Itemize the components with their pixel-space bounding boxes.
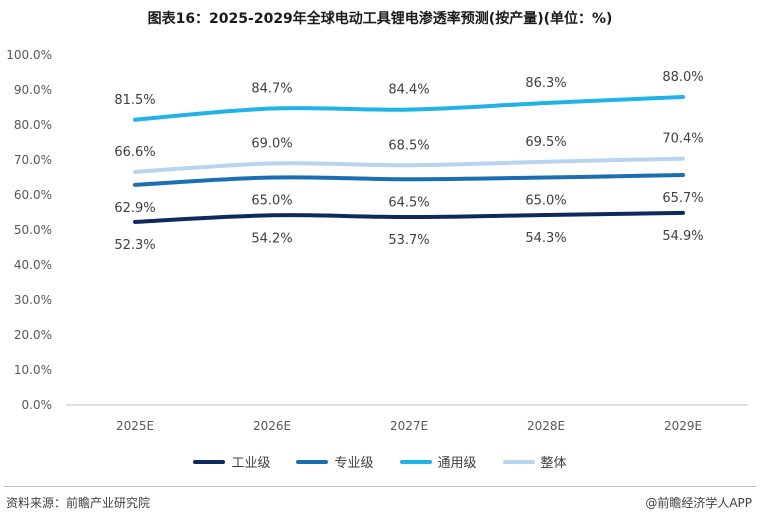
y-tick-label: 20.0% xyxy=(14,328,52,342)
x-tick-label: 2028E xyxy=(527,419,565,433)
legend-item: 工业级 xyxy=(193,452,270,471)
data-label: 65.7% xyxy=(662,191,703,206)
x-tick-label: 2026E xyxy=(253,419,291,433)
series-line-2 xyxy=(133,173,685,187)
legend-swatch xyxy=(399,459,432,464)
data-label: 65.0% xyxy=(251,194,292,209)
legend-swatch xyxy=(502,459,535,464)
legend-item: 整体 xyxy=(502,452,567,471)
data-label: 86.3% xyxy=(525,76,566,91)
legend-label: 专业级 xyxy=(334,456,374,471)
y-tick-label: 60.0% xyxy=(14,188,52,202)
y-tick-label: 90.0% xyxy=(14,83,52,97)
legend-label: 整体 xyxy=(540,456,567,471)
data-label: 53.7% xyxy=(388,233,429,248)
legend-item: 通用级 xyxy=(399,452,477,471)
y-tick-label: 80.0% xyxy=(14,118,52,132)
data-label: 66.6% xyxy=(114,145,155,160)
chart-title: 图表16：2025-2029年全球电动工具锂电渗透率预测(按产量)(单位：%) xyxy=(147,11,613,27)
y-axis: 0.0% 10.0% 20.0% 30.0% 40.0% 50.0% 60.0% 70.0% 8… xyxy=(6,48,52,412)
data-label: 69.0% xyxy=(251,137,292,152)
legend-item: 专业级 xyxy=(296,452,374,471)
y-tick-label: 40.0% xyxy=(14,258,52,272)
series-line-1 xyxy=(133,210,685,224)
y-tick-label: 100.0% xyxy=(6,48,52,62)
data-label: 54.9% xyxy=(662,229,703,244)
brand-note: @前瞻经济学人APP xyxy=(645,496,752,510)
data-label: 62.9% xyxy=(114,201,155,216)
data-label: 81.5% xyxy=(114,93,155,108)
x-tick-label: 2025E xyxy=(116,419,154,433)
legend-swatch xyxy=(296,459,329,464)
y-tick-label: 0.0% xyxy=(22,398,53,412)
data-label: 70.4% xyxy=(662,132,703,147)
legend-label: 工业级 xyxy=(231,456,271,471)
source-note: 资料来源：前瞻产业研究院 xyxy=(6,496,151,510)
y-tick-label: 10.0% xyxy=(14,363,52,377)
x-axis: 2025E 2026E 2027E 2028E 2029E xyxy=(116,419,702,433)
x-tick-label: 2027E xyxy=(390,419,428,433)
legend-label: 通用级 xyxy=(437,456,477,471)
data-labels: 52.3% 54.2% 53.7% 54.3% 54.9% 62.9% 65.0% 64.5%… xyxy=(114,70,703,253)
y-tick-label: 50.0% xyxy=(14,223,52,237)
data-label: 65.0% xyxy=(525,194,566,209)
data-label: 54.2% xyxy=(251,231,292,246)
data-label: 52.3% xyxy=(114,238,155,253)
data-label: 69.5% xyxy=(525,135,566,150)
data-label: 64.5% xyxy=(388,195,429,210)
footer-divider xyxy=(4,486,756,487)
chart-legend: 工业级 专业级 通用级 整体 xyxy=(0,452,760,471)
series-line-4 xyxy=(133,156,685,174)
y-tick-label: 70.0% xyxy=(14,153,52,167)
data-label: 68.5% xyxy=(388,138,429,153)
y-tick-label: 30.0% xyxy=(14,293,52,307)
series-lines xyxy=(133,95,685,224)
x-tick-label: 2029E xyxy=(664,419,702,433)
data-label: 88.0% xyxy=(662,70,703,85)
series-line-3 xyxy=(133,95,685,122)
data-label: 84.4% xyxy=(388,83,429,98)
legend-swatch xyxy=(193,459,226,464)
data-label: 54.3% xyxy=(525,231,566,246)
data-label: 84.7% xyxy=(251,82,292,97)
